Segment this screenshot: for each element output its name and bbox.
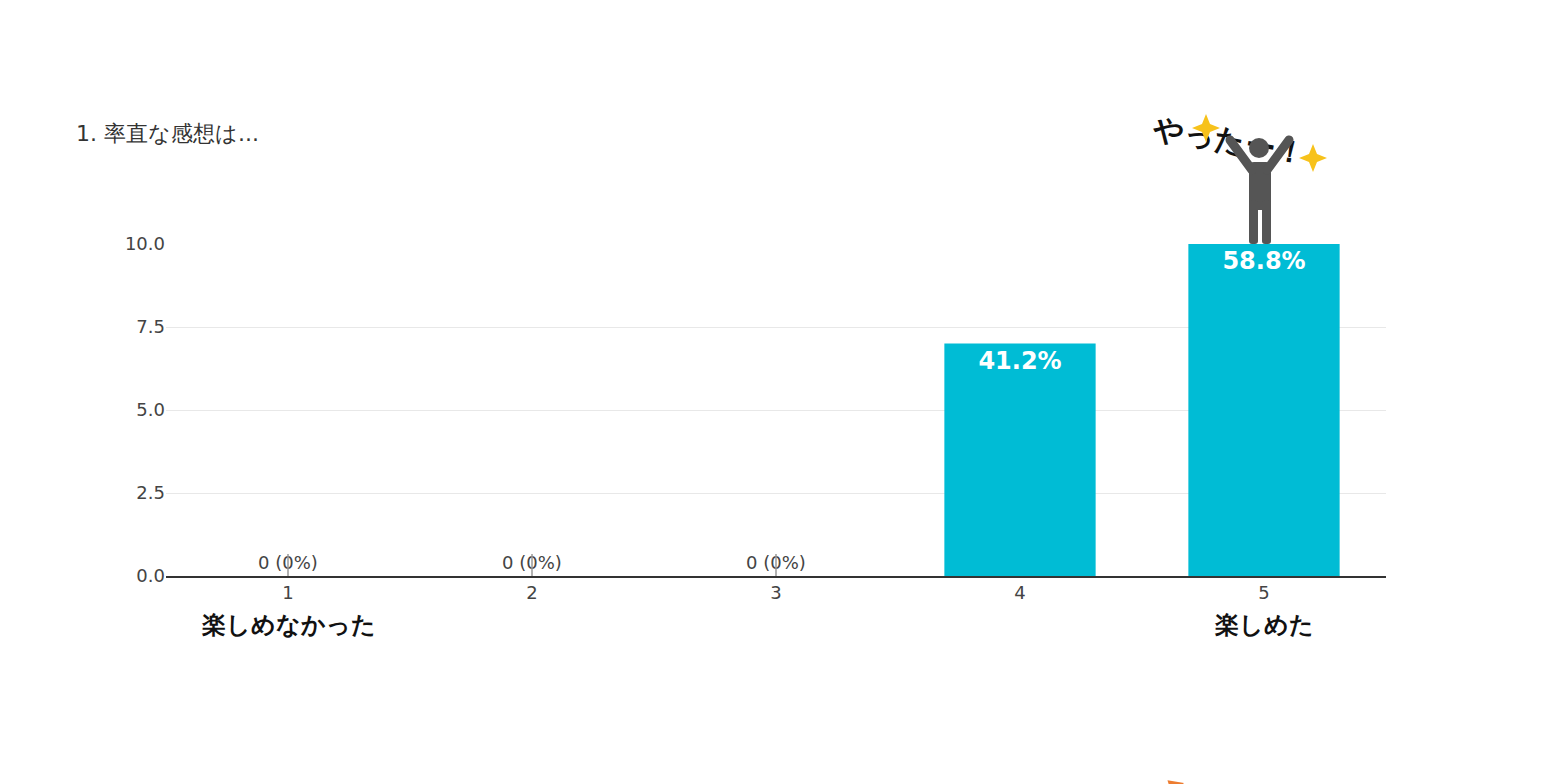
- svg-text:2.5: 2.5: [136, 482, 165, 503]
- svg-text:41.2%: 41.2%: [978, 347, 1061, 375]
- svg-text:7.5: 7.5: [136, 316, 165, 337]
- svg-text:10.0: 10.0: [125, 233, 165, 254]
- svg-text:3: 3: [770, 582, 781, 603]
- svg-text:1: 1: [282, 582, 293, 603]
- svg-text:楽しめなかった: 楽しめなかった: [201, 611, 376, 639]
- svg-text:5: 5: [1258, 582, 1269, 603]
- svg-text:1. 率直な感想は...: 1. 率直な感想は...: [76, 121, 259, 146]
- svg-text:楽しめた: 楽しめた: [1214, 611, 1314, 639]
- svg-text:4: 4: [1014, 582, 1025, 603]
- svg-text:5.0: 5.0: [136, 399, 165, 420]
- svg-text:2: 2: [526, 582, 537, 603]
- svg-text:58.8%: 58.8%: [1222, 247, 1305, 275]
- svg-text:0 (0%): 0 (0%): [258, 552, 318, 573]
- svg-text:やったー！: やったー！: [1150, 110, 1308, 171]
- svg-text:0.0: 0.0: [136, 565, 165, 586]
- svg-text:0 (0%): 0 (0%): [746, 552, 806, 573]
- svg-text:0 (0%): 0 (0%): [502, 552, 562, 573]
